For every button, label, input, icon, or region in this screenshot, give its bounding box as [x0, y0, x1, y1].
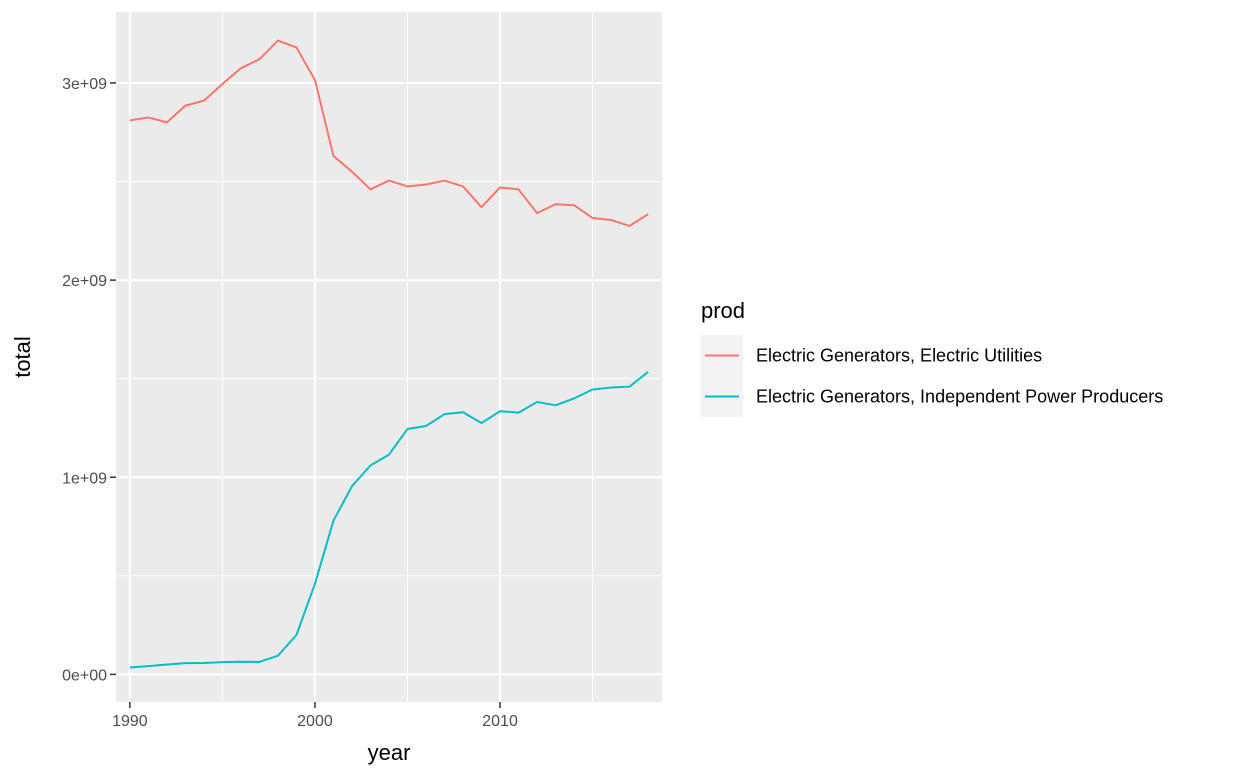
legend-items: Electric Generators, Electric Utilities E…	[701, 335, 1163, 417]
x-tick-label: 2010	[482, 713, 518, 730]
legend-label-1: Electric Generators, Electric Utilities	[756, 346, 1042, 366]
x-tick-label: 2000	[297, 713, 333, 730]
series-lines	[129, 39, 649, 669]
x-axis: 1990 2000 2010	[112, 702, 518, 730]
series-line-1	[129, 39, 649, 227]
x-axis-title: year	[368, 740, 411, 765]
series-line-2	[129, 371, 649, 669]
legend-title: prod	[701, 298, 745, 323]
y-tick-label: 0e+00	[62, 667, 107, 684]
y-tick-label: 1e+09	[62, 470, 107, 487]
y-tick-label: 2e+09	[62, 273, 107, 290]
legend-label-2: Electric Generators, Independent Power P…	[756, 387, 1163, 407]
panel-background	[116, 12, 662, 702]
y-axis-title: total	[10, 336, 35, 378]
y-axis: 0e+00 1e+09 2e+09 3e+09	[62, 76, 116, 684]
grid-major	[116, 12, 662, 702]
y-tick-label: 3e+09	[62, 76, 107, 93]
legend: prod Electric Generators, Electric Utili…	[701, 298, 1163, 417]
x-tick-label: 1990	[112, 713, 148, 730]
